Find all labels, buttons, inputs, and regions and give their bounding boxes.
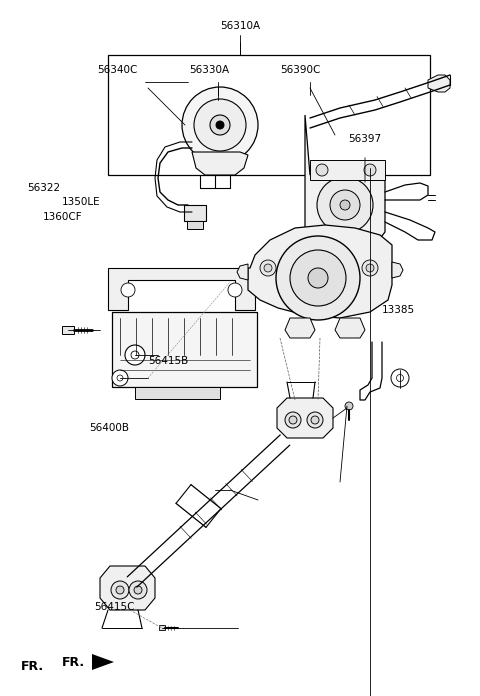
Circle shape	[308, 268, 328, 288]
Bar	[62, 326, 74, 334]
Text: 56400B: 56400B	[89, 423, 130, 433]
Text: 13385: 13385	[382, 305, 415, 315]
Text: FR.: FR.	[62, 656, 85, 668]
Polygon shape	[92, 654, 114, 670]
Polygon shape	[428, 75, 450, 92]
Polygon shape	[248, 225, 392, 318]
Circle shape	[260, 260, 276, 276]
Circle shape	[228, 283, 242, 297]
Polygon shape	[192, 152, 248, 175]
Polygon shape	[335, 318, 365, 338]
Bar	[187, 221, 203, 229]
Circle shape	[307, 412, 323, 428]
Polygon shape	[285, 318, 315, 338]
Polygon shape	[108, 268, 255, 310]
Circle shape	[345, 402, 353, 410]
Text: 1350LE: 1350LE	[62, 197, 101, 207]
Circle shape	[125, 345, 145, 365]
Circle shape	[311, 416, 319, 424]
Circle shape	[391, 369, 409, 387]
Circle shape	[276, 236, 360, 320]
Bar	[112, 312, 257, 387]
Text: 56397: 56397	[348, 134, 382, 144]
Circle shape	[182, 87, 258, 163]
Circle shape	[112, 370, 128, 386]
Circle shape	[340, 200, 350, 210]
Circle shape	[264, 264, 272, 272]
Circle shape	[330, 190, 360, 220]
Circle shape	[364, 164, 376, 176]
Text: 56415C: 56415C	[94, 602, 134, 612]
Circle shape	[317, 177, 373, 233]
Bar	[108, 55, 430, 175]
Circle shape	[116, 586, 124, 594]
Bar	[184, 205, 206, 221]
Circle shape	[117, 375, 123, 381]
Circle shape	[216, 121, 224, 129]
Polygon shape	[237, 264, 248, 280]
Circle shape	[366, 264, 374, 272]
Polygon shape	[305, 115, 385, 255]
Circle shape	[316, 164, 328, 176]
Text: 56340C: 56340C	[97, 65, 138, 74]
Circle shape	[194, 99, 246, 151]
Text: 56310A: 56310A	[220, 22, 260, 31]
Bar	[135, 387, 220, 399]
Polygon shape	[277, 398, 333, 438]
Circle shape	[396, 374, 404, 381]
Text: FR.: FR.	[21, 661, 44, 673]
Text: 56322: 56322	[27, 183, 61, 193]
Polygon shape	[100, 566, 155, 610]
Text: 56390C: 56390C	[280, 65, 320, 74]
Polygon shape	[392, 262, 403, 278]
Text: 1360CF: 1360CF	[43, 212, 82, 222]
Circle shape	[285, 412, 301, 428]
Bar	[310, 160, 385, 180]
Circle shape	[121, 283, 135, 297]
Text: 56415B: 56415B	[148, 356, 188, 365]
Circle shape	[111, 581, 129, 599]
Circle shape	[290, 250, 346, 306]
Circle shape	[289, 416, 297, 424]
Circle shape	[131, 351, 139, 359]
Bar	[159, 625, 165, 630]
Circle shape	[362, 260, 378, 276]
Circle shape	[134, 586, 142, 594]
Circle shape	[129, 581, 147, 599]
Circle shape	[210, 115, 230, 135]
Text: 56330A: 56330A	[189, 65, 229, 74]
